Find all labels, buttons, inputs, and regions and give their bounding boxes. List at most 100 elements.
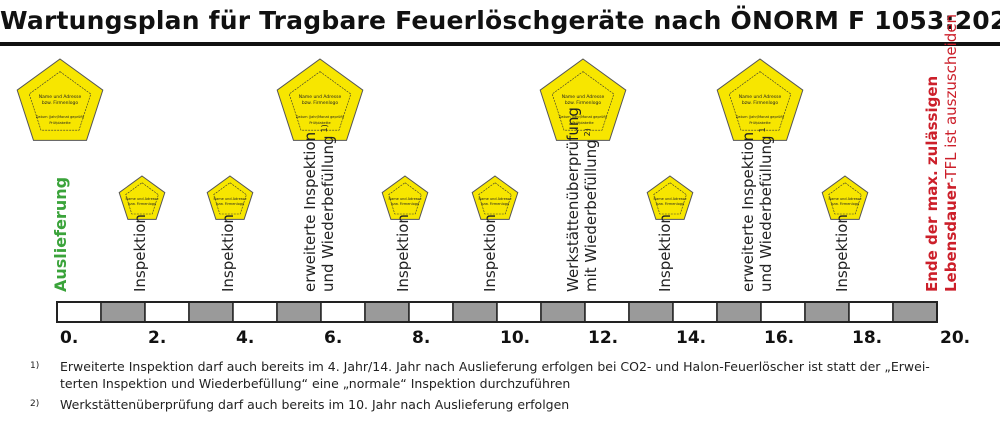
timeline-bar	[56, 301, 938, 323]
footnote-mark: 1)	[30, 361, 40, 371]
timeline-cell	[716, 301, 762, 323]
badge-text: Name und Adresse	[299, 94, 342, 100]
tick-label: 20.	[940, 328, 970, 348]
timeline-cell	[628, 301, 674, 323]
badge-text: bzw. Firmenlogo	[216, 202, 244, 206]
timeline-cell	[100, 301, 146, 323]
timeline-cell	[188, 301, 234, 323]
title-rule	[0, 42, 1000, 46]
badge-ring	[288, 71, 352, 131]
badge-text: Prüfplakette	[749, 121, 770, 125]
badge-text: Name und Adresse	[828, 197, 861, 201]
event-label: erweiterte Inspektion	[301, 132, 319, 292]
event-label: und Wiederbefüllung1)	[319, 124, 337, 292]
footnote-text: Erweiterte Inspektion darf auch bereits …	[60, 359, 930, 374]
tick-label: 14.	[676, 328, 706, 348]
footnote-ref: 1	[758, 127, 767, 132]
inspection-label-large	[276, 58, 364, 141]
badge-text: bzw. Firmenlogo	[565, 100, 601, 106]
footnote-text: terten Inspektion und Wiederbefüllung“ e…	[60, 376, 571, 391]
timeline-cell	[452, 301, 498, 323]
inspection-label-small	[118, 175, 166, 220]
timeline-cell	[276, 301, 322, 323]
timeline-cell	[232, 301, 278, 323]
badge-text: Name und Adresse	[388, 197, 421, 201]
timeline-cell	[144, 301, 190, 323]
badge-text: Name und Adresse	[562, 94, 605, 100]
timeline-cell	[540, 301, 586, 323]
badge-text: bzw. Firmenlogo	[831, 202, 859, 206]
inspection-label-small	[206, 175, 254, 220]
badge-ring	[478, 182, 512, 215]
footnote-1: 1) Erweiterte Inspektion darf auch berei…	[30, 358, 930, 392]
footnote-ref: 2)	[583, 128, 592, 136]
badge-text: bzw. Firmenlogo	[481, 202, 509, 206]
badge-ring	[653, 182, 687, 215]
timeline-cell	[364, 301, 410, 323]
timeline-cell	[892, 301, 938, 323]
tick-label: 0.	[60, 328, 78, 348]
end-of-life-label: Ende der max. zulässigen	[923, 76, 941, 292]
end-of-life-label: Lebensdauer-TFL ist auszuscheiden	[942, 14, 960, 292]
footnote-ref: 1)	[320, 124, 329, 132]
badge-text: Prüfplakette	[309, 121, 330, 125]
badge-text: bzw. Firmenlogo	[656, 202, 684, 206]
page-title: Wartungsplan für Tragbare Feuerlöschgerä…	[0, 6, 1000, 35]
badge-text: Name und Adresse	[39, 94, 82, 100]
timeline-cell	[760, 301, 806, 323]
end-of-life-rest: -TFL ist auszuscheiden	[942, 14, 960, 183]
tick-label: 16.	[764, 328, 794, 348]
badge-ring	[213, 182, 247, 215]
tick-label: 8.	[412, 328, 430, 348]
badge-text: Datum (Jahr/Monat geprüft)	[36, 115, 85, 119]
footnote-2: 2) Werkstättenüberprüfung darf auch bere…	[30, 396, 570, 413]
inspection-label-large	[16, 58, 104, 141]
badge-ring	[125, 182, 159, 215]
badge-text: Name und Adresse	[653, 197, 686, 201]
inspection-label-small	[821, 175, 869, 220]
timeline-cell	[848, 301, 894, 323]
inspection-label-large	[539, 58, 627, 141]
footnote-text: Werkstättenüberprüfung darf auch bereits…	[60, 397, 570, 412]
badge-text: bzw. Firmenlogo	[391, 202, 419, 206]
badge-text: Prüfplakette	[49, 121, 70, 125]
event-label: und Wiederbefüllung1	[757, 127, 775, 292]
badge-text: Name und Adresse	[213, 197, 246, 201]
tick-label: 12.	[588, 328, 618, 348]
inspection-label: Inspektion	[394, 214, 412, 292]
event-label: erweiterte Inspektion	[739, 132, 757, 292]
badge-ring	[28, 71, 92, 131]
tick-label: 6.	[324, 328, 342, 348]
timeline-cell	[584, 301, 630, 323]
delivery-label: Auslieferung	[51, 177, 70, 292]
timeline-cell	[408, 301, 454, 323]
badge-text: Prüfplakette	[572, 121, 593, 125]
tick-label: 10.	[500, 328, 530, 348]
inspection-label-small	[646, 175, 694, 220]
inspection-label: Inspektion	[131, 214, 149, 292]
badge-text: Datum (Jahr/Monat geprüft)	[559, 115, 608, 119]
inspection-label: Inspektion	[656, 214, 674, 292]
tick-label: 4.	[236, 328, 254, 348]
inspection-label: Inspektion	[481, 214, 499, 292]
badge-text: bzw. Firmenlogo	[302, 100, 338, 106]
timeline-cell	[672, 301, 718, 323]
badge-text: bzw. Firmenlogo	[128, 202, 156, 206]
timeline-cell	[56, 301, 102, 323]
event-label: mit Wiederbefüllung2)	[582, 128, 600, 292]
event-label: Werkstättenüberprüfung	[564, 107, 582, 292]
inspection-label: Inspektion	[219, 214, 237, 292]
inspection-label: Inspektion	[833, 214, 851, 292]
tick-label: 2.	[148, 328, 166, 348]
badge-text: bzw. Firmenlogo	[742, 100, 778, 106]
badge-text: Name und Adresse	[739, 94, 782, 100]
badge-text: Name und Adresse	[125, 197, 158, 201]
inspection-label-small	[471, 175, 519, 220]
timeline-cell	[496, 301, 542, 323]
badge-ring	[388, 182, 422, 215]
inspection-label-large	[716, 58, 804, 141]
inspection-label-small	[381, 175, 429, 220]
timeline-cell	[804, 301, 850, 323]
badge-ring	[551, 71, 615, 131]
